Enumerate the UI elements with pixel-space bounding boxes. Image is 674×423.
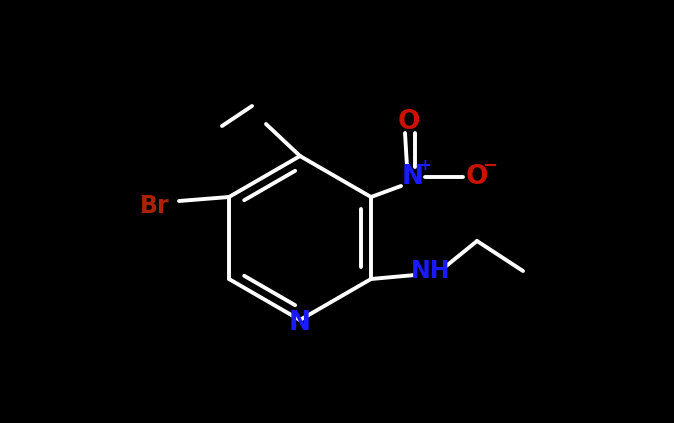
- Text: N: N: [289, 310, 311, 336]
- Text: +: +: [419, 159, 431, 173]
- Text: O: O: [466, 164, 488, 190]
- Text: Br: Br: [140, 194, 170, 218]
- Text: O: O: [398, 109, 421, 135]
- Text: N: N: [402, 164, 424, 190]
- Text: −: −: [483, 157, 497, 175]
- Text: NH: NH: [411, 259, 451, 283]
